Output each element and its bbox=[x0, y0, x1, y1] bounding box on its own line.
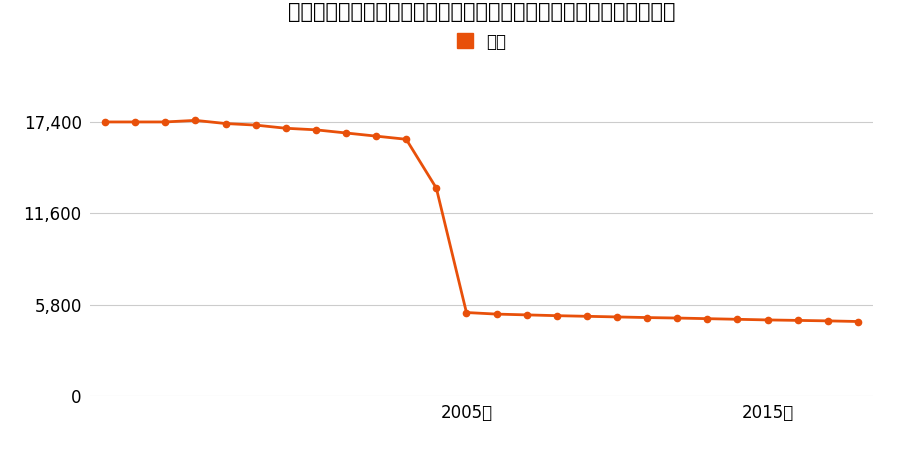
Title: 鳥取県日野郡江府町大字江尾字馬場道ノ下１９４１番１１の地価推移: 鳥取県日野郡江府町大字江尾字馬場道ノ下１９４１番１１の地価推移 bbox=[288, 3, 675, 22]
Legend: 価格: 価格 bbox=[456, 33, 507, 51]
